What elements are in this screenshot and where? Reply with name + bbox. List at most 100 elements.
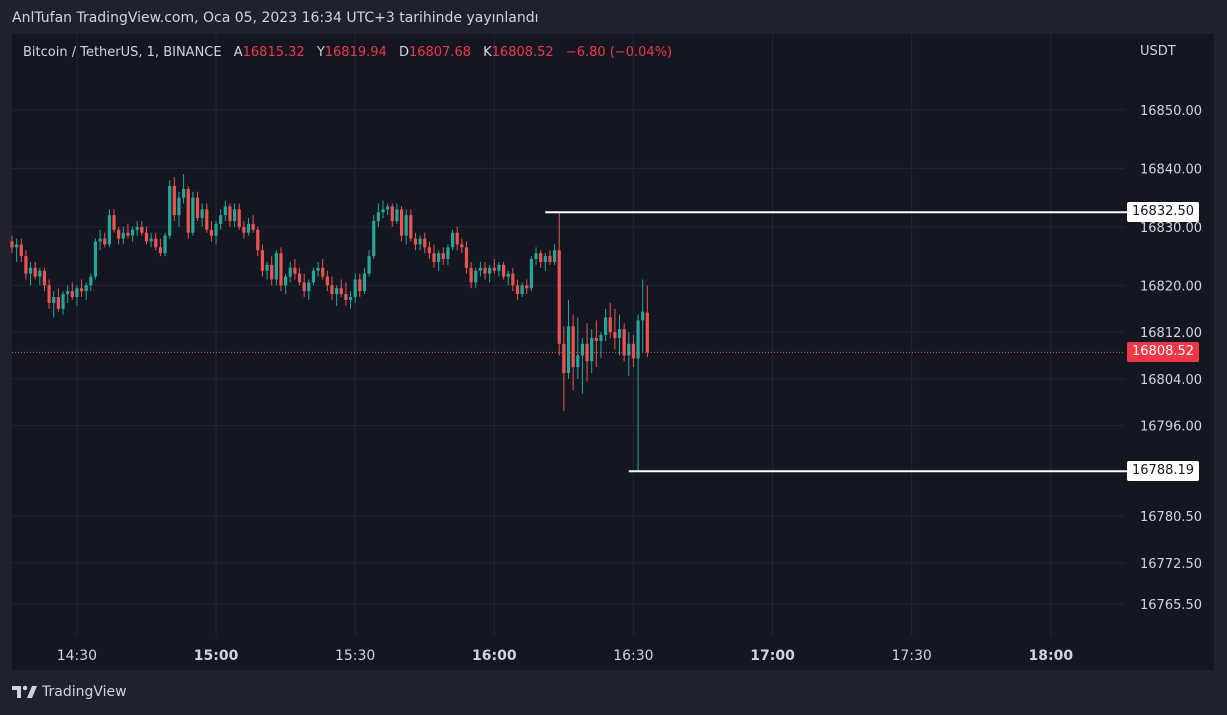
candle xyxy=(539,250,543,268)
candle xyxy=(617,314,622,356)
candle-body xyxy=(557,250,561,344)
candle-body xyxy=(497,264,501,271)
candle-body xyxy=(515,285,520,295)
candle xyxy=(135,221,139,236)
candle-body xyxy=(297,273,302,283)
candle xyxy=(631,335,636,368)
candle-body xyxy=(228,206,232,222)
candle-body xyxy=(103,238,107,245)
candle-body xyxy=(56,297,60,309)
candle xyxy=(576,317,580,379)
candle xyxy=(246,218,251,236)
candle xyxy=(548,250,552,265)
candle xyxy=(112,209,116,233)
time-tick-label: 15:00 xyxy=(194,648,239,664)
candle-body xyxy=(10,241,14,248)
candle-body xyxy=(42,270,47,286)
candle xyxy=(307,279,311,300)
candle xyxy=(488,264,492,283)
candle-body xyxy=(404,215,408,236)
candle-body xyxy=(311,270,316,283)
price-tick-label: 16850.00 xyxy=(1140,104,1202,119)
candle-body xyxy=(432,253,436,262)
candle xyxy=(270,256,274,286)
candle xyxy=(84,282,88,300)
candle xyxy=(28,261,33,286)
horizontal-line-price-tag[interactable]: 16788.19 xyxy=(1127,461,1200,482)
candle xyxy=(358,273,362,298)
candle-body xyxy=(395,209,399,222)
candle-body xyxy=(441,253,445,260)
candle-body xyxy=(381,209,385,213)
candle-body xyxy=(339,288,343,295)
time-tick-label: 15:30 xyxy=(335,648,375,664)
symbol-legend[interactable]: Bitcoin / TetherUS, 1, BINANCE A16815.32… xyxy=(23,45,672,60)
candle-body xyxy=(223,206,227,216)
candle xyxy=(386,203,390,216)
candle-body xyxy=(75,288,79,298)
candle-body xyxy=(437,253,441,262)
candle-body xyxy=(469,267,473,283)
symbol-name: Bitcoin / TetherUS, 1, BINANCE xyxy=(23,45,222,60)
candle xyxy=(604,308,608,341)
candle xyxy=(284,273,288,295)
candle xyxy=(172,177,176,222)
candle-body xyxy=(594,337,598,341)
candle xyxy=(409,209,413,242)
candle-body xyxy=(284,276,288,286)
price-tick-label: 16830.00 xyxy=(1140,221,1202,236)
candle xyxy=(645,285,649,358)
price-axis: USDT 16850.00 16840.00 16830.00 16820.00 1681… xyxy=(1140,44,1202,613)
candle xyxy=(163,232,167,257)
candle-body xyxy=(344,294,348,300)
candle xyxy=(585,323,589,382)
candle-body xyxy=(622,329,626,356)
candle-body xyxy=(506,273,510,277)
candle-body xyxy=(576,355,580,368)
candle xyxy=(441,247,445,265)
currency-label: USDT xyxy=(1140,44,1176,59)
candle-body xyxy=(413,238,418,245)
candle xyxy=(93,238,98,280)
candle-body xyxy=(93,241,98,277)
brand-name: TradingView xyxy=(42,684,127,700)
candle-body xyxy=(529,259,533,289)
candle xyxy=(158,238,162,257)
candle xyxy=(543,253,547,271)
candle xyxy=(33,261,37,280)
candle-body xyxy=(492,267,496,271)
candle-body xyxy=(177,197,181,216)
candle-body xyxy=(478,267,482,271)
candle-body xyxy=(24,256,28,274)
candle xyxy=(237,203,241,230)
candle-body xyxy=(47,285,51,303)
candle xyxy=(339,279,343,298)
candle xyxy=(321,259,325,280)
candle xyxy=(376,203,380,227)
candle xyxy=(293,259,297,280)
candle xyxy=(418,235,422,251)
horizontal-line-price-tag[interactable]: 16832.50 xyxy=(1127,202,1200,223)
candle xyxy=(75,285,79,306)
time-tick-label: 16:00 xyxy=(472,648,517,664)
candle xyxy=(42,267,47,292)
candle xyxy=(149,232,153,248)
candle-body xyxy=(325,276,329,286)
price-tick-label: 16765.50 xyxy=(1140,598,1202,613)
candle xyxy=(214,221,218,245)
candle-body xyxy=(335,288,339,295)
candles xyxy=(10,174,649,472)
candle xyxy=(117,226,121,245)
candle xyxy=(205,203,209,233)
candle-body xyxy=(636,320,640,359)
candle-body xyxy=(409,215,413,239)
tradingview-brand[interactable]: TradingView xyxy=(12,684,127,700)
candle-body xyxy=(117,229,121,239)
candle xyxy=(335,285,339,306)
candle xyxy=(107,209,111,248)
candle xyxy=(395,203,399,224)
candle-body xyxy=(307,282,311,292)
candle xyxy=(450,229,455,251)
candle xyxy=(24,250,28,280)
